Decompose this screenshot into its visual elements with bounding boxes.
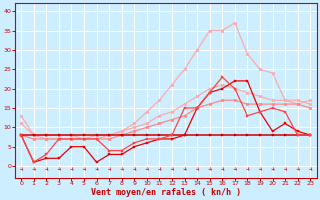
X-axis label: Vent moyen/en rafales ( kn/h ): Vent moyen/en rafales ( kn/h ) (91, 188, 241, 197)
